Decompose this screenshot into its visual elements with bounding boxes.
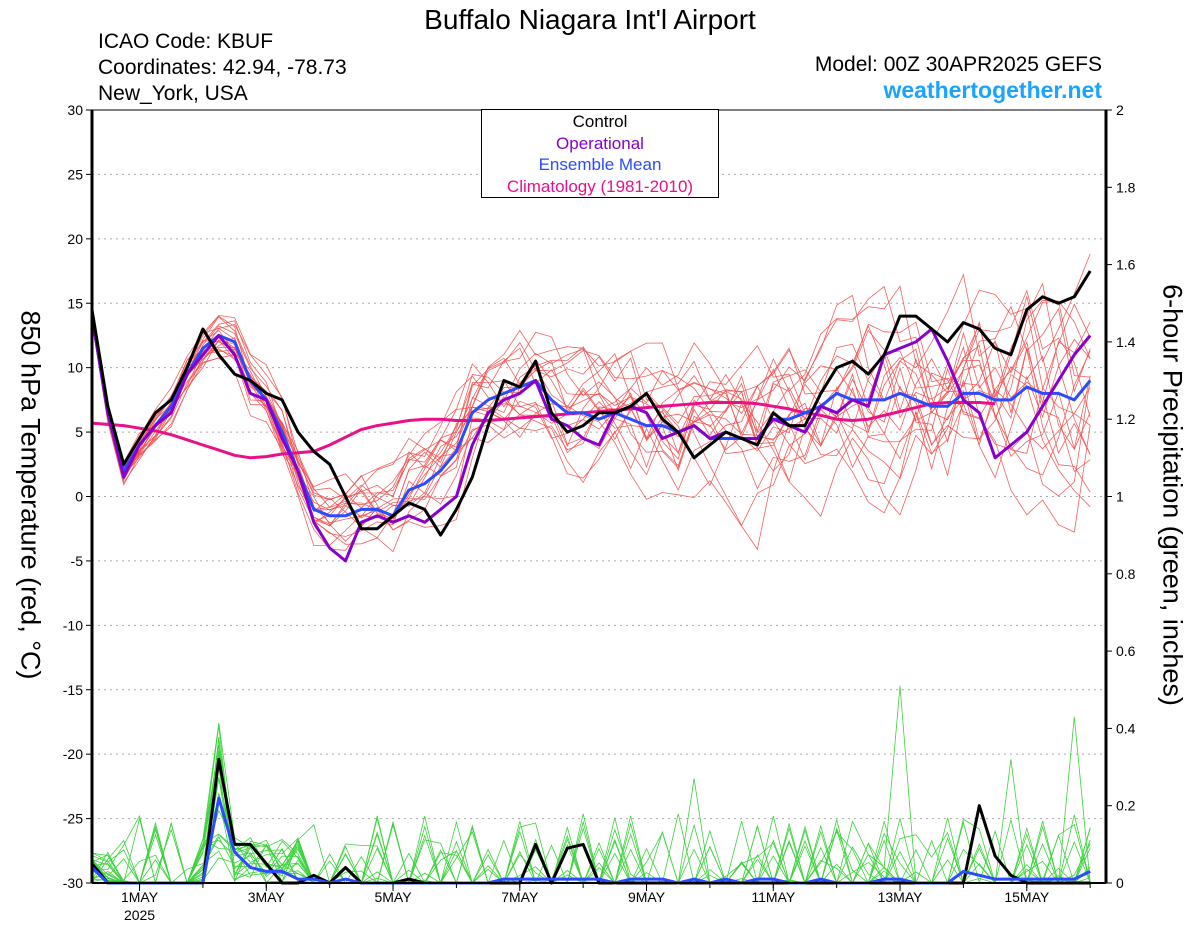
x-tick-label: 9MAY	[628, 889, 666, 905]
y-left-tick-label: -15	[63, 682, 83, 698]
y-right-tick-label: 1	[1116, 489, 1124, 505]
legend-entry-ensemble-mean: Ensemble Mean	[538, 155, 662, 174]
y-left-tick-label: 30	[67, 102, 83, 118]
y-left-tick-label: 15	[67, 295, 83, 311]
page-title: Buffalo Niagara Int'l Airport	[424, 4, 756, 35]
y-right-tick-label: 1.4	[1116, 334, 1136, 350]
legend-entry-climatology: Climatology (1981-2010)	[506, 176, 694, 196]
y-right-tick-label: 1.2	[1116, 411, 1136, 427]
temperature-member-line	[91, 305, 1091, 531]
highlight-series	[90, 270, 1092, 885]
temperature-member-line	[91, 282, 1091, 542]
plot-frame	[91, 109, 1107, 884]
y-axis-right-label: 6-hour Precipitation (green, inches)	[1157, 284, 1188, 706]
ensemble-precip-members	[91, 685, 1091, 885]
coordinates: Coordinates: 42.94, -78.73	[98, 56, 347, 79]
y-left-tick-label: -30	[63, 875, 83, 891]
site-link[interactable]: weathertogether.net	[883, 77, 1102, 103]
y-right-tick-label: 2	[1116, 102, 1124, 118]
x-tick-label: 1MAY	[121, 889, 159, 905]
location: New_York, USA	[98, 82, 248, 105]
y-right-tick-label: 0.4	[1116, 720, 1136, 736]
legend-entry-control: Control	[572, 112, 628, 131]
y-right-tick-label: 1.6	[1116, 257, 1136, 273]
temperature-member-line	[91, 314, 1091, 509]
x-year-label: 2025	[124, 907, 155, 923]
y-left-tick-label: -25	[63, 811, 83, 827]
y-left-tick-label: -5	[71, 553, 84, 569]
legend-entry-operational: Operational	[556, 133, 644, 153]
y-right-tick-label: 0.2	[1116, 798, 1136, 814]
y-right-tick-label: 0.6	[1116, 643, 1136, 659]
x-tick-label: 11MAY	[751, 889, 795, 905]
x-tick-label: 3MAY	[248, 889, 286, 905]
y-left-tick-label: 25	[67, 166, 83, 182]
temperature-line-climatology	[91, 401, 996, 460]
grid-lines	[92, 173, 1106, 820]
temperature-member-line	[91, 253, 1091, 537]
icao-code: ICAO Code: KBUF	[98, 30, 274, 53]
temperature-member-line	[91, 318, 1091, 526]
y-right-tick-label: 0	[1116, 875, 1124, 891]
temperature-line-control	[90, 270, 1092, 537]
temperature-member-line	[91, 299, 1091, 553]
x-tick-label: 5MAY	[374, 889, 412, 905]
temperature-member-line	[91, 316, 1091, 498]
temperature-line-mean	[90, 315, 1092, 518]
legend: Control Operational Ensemble Mean Climat…	[481, 109, 719, 198]
x-tick-label: 15MAY	[1004, 889, 1050, 905]
y-left-tick-label: -10	[63, 617, 83, 633]
temperature-member-line	[91, 289, 1091, 518]
temperature-member-line	[91, 310, 1091, 525]
y-left-tick-label: 0	[75, 489, 83, 505]
y-left-tick-label: 5	[75, 424, 83, 440]
temperature-line-operational	[90, 315, 1092, 563]
y-left-tick-label: -20	[63, 746, 83, 762]
x-tick-label: 13MAY	[878, 889, 924, 905]
model-run: Model: 00Z 30APR2025 GEFS	[814, 53, 1102, 76]
y-axis-left-label: 850 hPa Temperature (red, °C)	[15, 310, 46, 680]
y-left-tick-label: 20	[67, 231, 83, 247]
temperature-member-line	[91, 319, 1091, 533]
x-tick-label: 7MAY	[501, 889, 539, 905]
y-left-tick-label: 10	[67, 360, 83, 376]
y-right-tick-label: 0.8	[1116, 566, 1136, 582]
y-right-tick-label: 1.8	[1116, 179, 1136, 195]
